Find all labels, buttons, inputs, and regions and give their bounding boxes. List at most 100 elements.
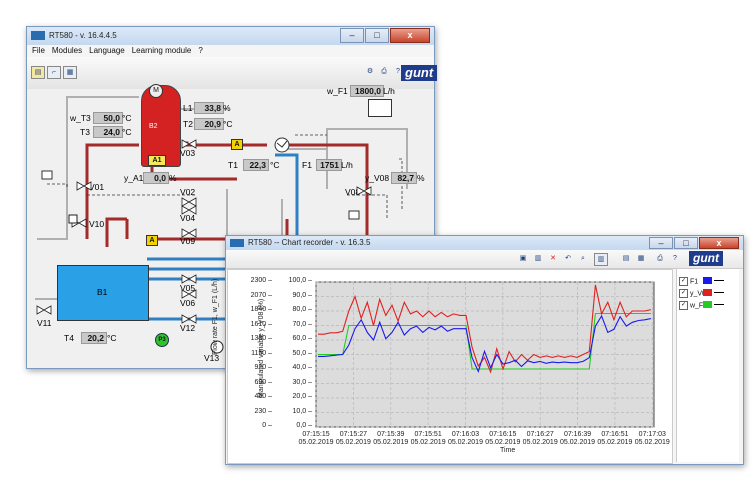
chart-close-button[interactable]: x [699, 237, 739, 249]
process-view-button[interactable]: ▤ [31, 66, 45, 79]
right-axis-tick-label: 80,0 – [292, 306, 312, 313]
legend-item-f1[interactable]: ✓ F1 [679, 277, 698, 286]
valve-v10[interactable]: V10 [89, 219, 105, 229]
menu-learning-module[interactable]: Learning module [131, 46, 192, 55]
left-axis-tick-label: 920 – [254, 364, 272, 371]
t3-unit: °C [122, 127, 132, 137]
legend-item-w-f1[interactable]: ✓ w_F1 [679, 301, 707, 310]
chart-view-button[interactable]: ⌐ [47, 66, 61, 79]
table-view-button[interactable]: ▦ [63, 66, 77, 79]
t2-unit: °C [223, 119, 233, 129]
right-axis-tick-label: 70,0 – [292, 320, 312, 328]
t1-unit: °C [270, 160, 280, 170]
right-axis-tick-label: 20,0 – [292, 393, 312, 400]
chart-zoom-icon[interactable]: ⌕ [581, 255, 585, 262]
t3-label: T3 [80, 127, 90, 137]
legend-line-y-v08 [714, 292, 724, 293]
t3-value: 24,0 [93, 126, 123, 138]
menu-file[interactable]: File [32, 46, 45, 55]
left-axis-tick-label: 2300 – [250, 277, 272, 284]
valve-v03[interactable]: V03 [180, 148, 196, 158]
valve-v01[interactable]: V01 [89, 182, 105, 192]
menu-help[interactable]: ? [198, 46, 203, 55]
valve-v04[interactable]: V04 [180, 213, 196, 223]
chart-undo-icon[interactable]: ↶ [565, 255, 571, 262]
legend-item-y-v08[interactable]: ✓ y_V08 [679, 289, 710, 298]
x-axis-tick-label: 07:16:03 [451, 431, 480, 438]
legend-label-w-f1: w_F1 [689, 302, 708, 310]
chart-delete-icon[interactable]: ✕ [550, 255, 556, 262]
valve-v09[interactable]: V09 [180, 236, 196, 246]
w-f1-label: w_F1 [327, 86, 348, 96]
chart-print-icon[interactable]: ⎙ [657, 255, 663, 262]
connector-a-badge: A [231, 139, 243, 150]
tank-b1 [57, 265, 149, 321]
x-axis-tick-label: 07:16:27 [526, 431, 554, 438]
chart-open-icon[interactable]: ▥ [534, 255, 542, 262]
f1-unit: L/h [341, 160, 353, 170]
l1-value: 33,8 [194, 102, 224, 114]
x-axis-tick-date: 05.02.2019 [560, 439, 596, 446]
valve-v02[interactable]: V02 [180, 187, 196, 197]
legend-checkbox-w-f1[interactable]: ✓ [679, 301, 688, 310]
chart-help-icon[interactable]: ? [673, 255, 677, 262]
legend-line-w-f1 [714, 304, 724, 305]
tank-b2-label: B2 [149, 123, 158, 130]
y-a1-value: 0,0 [143, 172, 169, 184]
minimize-button[interactable]: – [340, 28, 364, 43]
w-t3-unit: °C [122, 113, 132, 123]
f1-value: 1751 [316, 159, 342, 171]
t2-label: T2 [183, 119, 193, 129]
x-axis-tick-date: 05.02.2019 [597, 439, 633, 446]
main-titlebar[interactable]: RT580 - v. 16.4.4.5 – □ x [27, 27, 434, 45]
menu-modules[interactable]: Modules [51, 46, 83, 55]
tank-b2 [141, 85, 181, 167]
print-icon[interactable]: ⎙ [381, 68, 387, 75]
legend-swatch-y-v08 [703, 289, 712, 296]
chart-columns-icon[interactable]: ▥ [594, 253, 608, 266]
w-t3-label: w_T3 [70, 113, 91, 123]
legend-checkbox-f1[interactable]: ✓ [679, 277, 688, 286]
maximize-button[interactable]: □ [365, 28, 389, 43]
pump-p3[interactable]: P3 [155, 333, 169, 347]
x-axis-tick-date: 05.02.2019 [522, 439, 558, 446]
t4-value: 20,2 [81, 332, 107, 344]
chart-gunt-logo: gunt [689, 251, 723, 266]
w-t3-value[interactable]: 50,0 [93, 112, 123, 124]
settings-icon[interactable]: ⚙ [366, 68, 374, 75]
close-button[interactable]: x [390, 28, 430, 43]
valve-v13[interactable]: V13 [204, 353, 220, 363]
valve-v06[interactable]: V06 [180, 298, 196, 308]
valve-v11[interactable]: V11 [37, 318, 52, 328]
main-window-title: RT580 - v. 16.4.4.5 [49, 31, 117, 40]
valve-v08[interactable]: V08 [345, 187, 361, 197]
chart-save-icon[interactable]: ▣ [519, 255, 527, 262]
x-axis-tick-date: 05.02.2019 [373, 439, 409, 446]
t4-label: T4 [64, 333, 74, 343]
setpoint-block [368, 99, 392, 117]
valve-v12[interactable]: V12 [180, 323, 196, 333]
left-axis-tick-label: 0 – [262, 422, 272, 429]
chart-layout1-icon[interactable]: ▤ [622, 255, 630, 262]
alarm-a1-badge: A1 [148, 155, 166, 166]
chart-maximize-button[interactable]: □ [674, 237, 698, 249]
chart-layout2-icon[interactable]: ▦ [637, 255, 645, 262]
w-f1-value[interactable]: 1800,0 [350, 85, 384, 97]
menu-language[interactable]: Language [89, 46, 125, 55]
right-axis-tick-label: 60,0 – [292, 335, 312, 342]
l1-unit: % [223, 103, 231, 113]
gunt-logo: gunt [401, 65, 438, 81]
x-axis-tick-date: 05.02.2019 [447, 439, 483, 446]
series-line-f1 [318, 314, 652, 374]
x-axis-title: Time [500, 447, 516, 454]
valve-v05[interactable]: V05 [180, 283, 196, 293]
valve-symbols [36, 139, 372, 354]
x-axis-tick-label: 07:17:03 [638, 431, 666, 438]
chart-minimize-button[interactable]: – [649, 237, 673, 249]
help-icon[interactable]: ? [396, 68, 400, 75]
legend-swatch-f1 [703, 277, 712, 284]
legend-checkbox-y-v08[interactable]: ✓ [679, 289, 688, 298]
legend-label-y-v08: y_V08 [689, 290, 710, 298]
l1-label: L1 [183, 103, 193, 113]
chart-titlebar[interactable]: RT580 -- Chart recorder - v. 16.3.5 – □ … [226, 236, 743, 250]
